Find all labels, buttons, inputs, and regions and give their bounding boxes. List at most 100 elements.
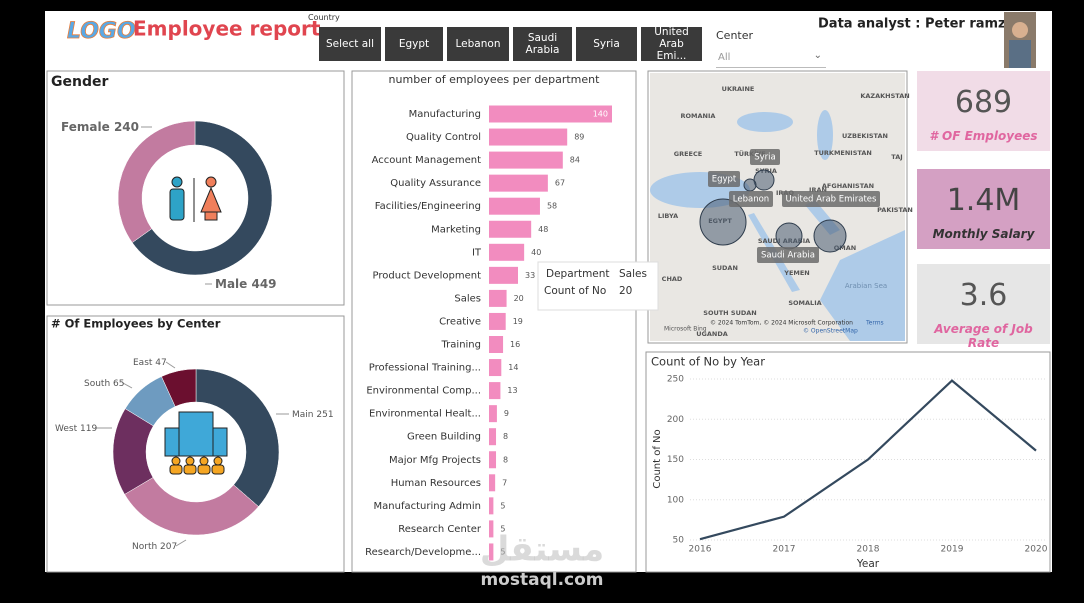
y-tick-label: Manufacturing Admin bbox=[374, 501, 481, 512]
map-label: ROMANIA bbox=[681, 112, 716, 120]
slice-category: Main bbox=[292, 410, 314, 420]
y-tick-label: 250 bbox=[667, 375, 684, 385]
card-label: Monthly Salary bbox=[932, 227, 1035, 241]
report-title: Employee report bbox=[133, 17, 321, 41]
country-button[interactable]: Syria bbox=[576, 27, 637, 61]
chart-title: # Of Employees by Center bbox=[51, 317, 221, 331]
y-tick-label: 200 bbox=[667, 415, 684, 425]
bar bbox=[489, 128, 568, 146]
value-label: 67 bbox=[555, 179, 565, 188]
slice-value: 65 bbox=[113, 379, 124, 389]
map-label: UGANDA bbox=[696, 330, 728, 338]
x-axis-title: Year bbox=[856, 558, 880, 570]
value-label: 20 bbox=[514, 294, 524, 303]
slice-label: Female 240 bbox=[61, 120, 139, 134]
country-button[interactable]: Egypt bbox=[385, 27, 443, 61]
bar bbox=[489, 266, 518, 284]
bar bbox=[489, 174, 548, 192]
leader-line bbox=[165, 361, 176, 369]
icon-person bbox=[197, 464, 211, 475]
value-label: 5 bbox=[500, 547, 505, 556]
y-tick-label: Major Mfg Projects bbox=[389, 455, 481, 466]
icon-person bbox=[199, 456, 209, 466]
x-tick-label: 2016 bbox=[689, 545, 712, 555]
line bbox=[699, 379, 1037, 541]
leader-line bbox=[175, 539, 187, 547]
chevron: ⌄ bbox=[813, 50, 822, 61]
country-button[interactable]: Select all bbox=[319, 27, 381, 61]
donut-slice bbox=[131, 120, 273, 276]
donut-slice bbox=[117, 120, 196, 243]
slice-category: West bbox=[55, 424, 78, 434]
bar bbox=[489, 428, 497, 446]
map-osm: © OpenStreetMap bbox=[803, 328, 858, 335]
chart-title: Count of No by Year bbox=[651, 355, 765, 369]
country-button[interactable]: Saudi Arabia bbox=[513, 27, 572, 61]
tooltip-value: 20 bbox=[619, 285, 632, 297]
center-dropdown[interactable]: All ⌄ bbox=[716, 48, 826, 68]
value-label: 16 bbox=[510, 340, 520, 349]
analyst: Data analyst : Peter ramzy bbox=[818, 17, 1015, 32]
map-label: SOMALIA bbox=[788, 299, 821, 307]
icon-head bbox=[171, 176, 183, 188]
y-axis-title: Count of No bbox=[652, 429, 663, 488]
icon-person bbox=[183, 464, 197, 475]
value-label: 13 bbox=[507, 386, 517, 395]
map-bubble-label: Egypt bbox=[712, 175, 737, 185]
bar bbox=[489, 336, 504, 353]
slice-label: Male 449 bbox=[215, 277, 277, 291]
map-label: GREECE bbox=[674, 150, 702, 158]
country-button[interactable]: Lebanon bbox=[447, 27, 509, 61]
chart-title: number of employees per department bbox=[389, 73, 601, 86]
y-tick-label: Green Building bbox=[407, 432, 481, 443]
icon-person bbox=[213, 456, 223, 466]
bar bbox=[489, 220, 532, 238]
value-label: 5 bbox=[500, 524, 505, 533]
y-tick-label: Training bbox=[441, 340, 481, 351]
y-tick-label: 150 bbox=[667, 455, 684, 465]
map-bubble-label: Lebanon bbox=[733, 195, 769, 205]
value-label: 40 bbox=[531, 248, 541, 257]
map-label: SUDAN bbox=[712, 264, 738, 272]
map: UKRAINE KAZAKHSTAN ROMANIA UZBEKISTAN GREECE… bbox=[650, 73, 913, 341]
card-value: 689 bbox=[954, 85, 1013, 120]
slice-category: East bbox=[133, 358, 153, 368]
leader-line bbox=[122, 382, 133, 389]
y-tick-label: Environmental Healt... bbox=[369, 409, 481, 420]
slice-value: 251 bbox=[316, 410, 333, 420]
map-bubble-box bbox=[782, 191, 880, 207]
y-tick-label: Research Center bbox=[398, 524, 482, 535]
bar bbox=[489, 105, 612, 123]
map-bubble-box bbox=[729, 191, 773, 207]
value-label: 7 bbox=[502, 478, 507, 487]
logo: LOGO bbox=[67, 19, 136, 44]
bar bbox=[489, 243, 525, 261]
icon-person bbox=[169, 464, 183, 475]
slice-value: 119 bbox=[80, 424, 97, 434]
icon-legs bbox=[204, 211, 218, 221]
map-terms: Terms bbox=[865, 320, 884, 327]
value-label: 5 bbox=[500, 501, 505, 510]
x-tick-label: 2019 bbox=[941, 545, 964, 555]
value-label: 84 bbox=[570, 156, 580, 165]
bar bbox=[489, 520, 494, 538]
gender-icon bbox=[169, 176, 222, 222]
value-label: 8 bbox=[503, 455, 508, 464]
card-value: 3.6 bbox=[959, 278, 1008, 313]
map-bubble bbox=[813, 219, 847, 253]
value-label: 89 bbox=[574, 133, 584, 142]
bar bbox=[489, 289, 507, 307]
card: 3.6 Average of Job Rate bbox=[917, 264, 1050, 350]
y-tick-label: Product Development bbox=[373, 270, 482, 281]
card: 1.4M Monthly Salary bbox=[917, 169, 1050, 249]
country-button[interactable]: United Arab Emi... bbox=[641, 27, 702, 61]
map-label: LIBYA bbox=[658, 212, 678, 220]
slice-category: South bbox=[84, 379, 110, 389]
x-tick-label: 2020 bbox=[1025, 545, 1048, 555]
map-label: UKRAINE bbox=[722, 85, 755, 93]
x-tick-label: 2017 bbox=[773, 545, 796, 555]
map-bubble-box bbox=[757, 247, 819, 263]
bar bbox=[489, 359, 502, 377]
